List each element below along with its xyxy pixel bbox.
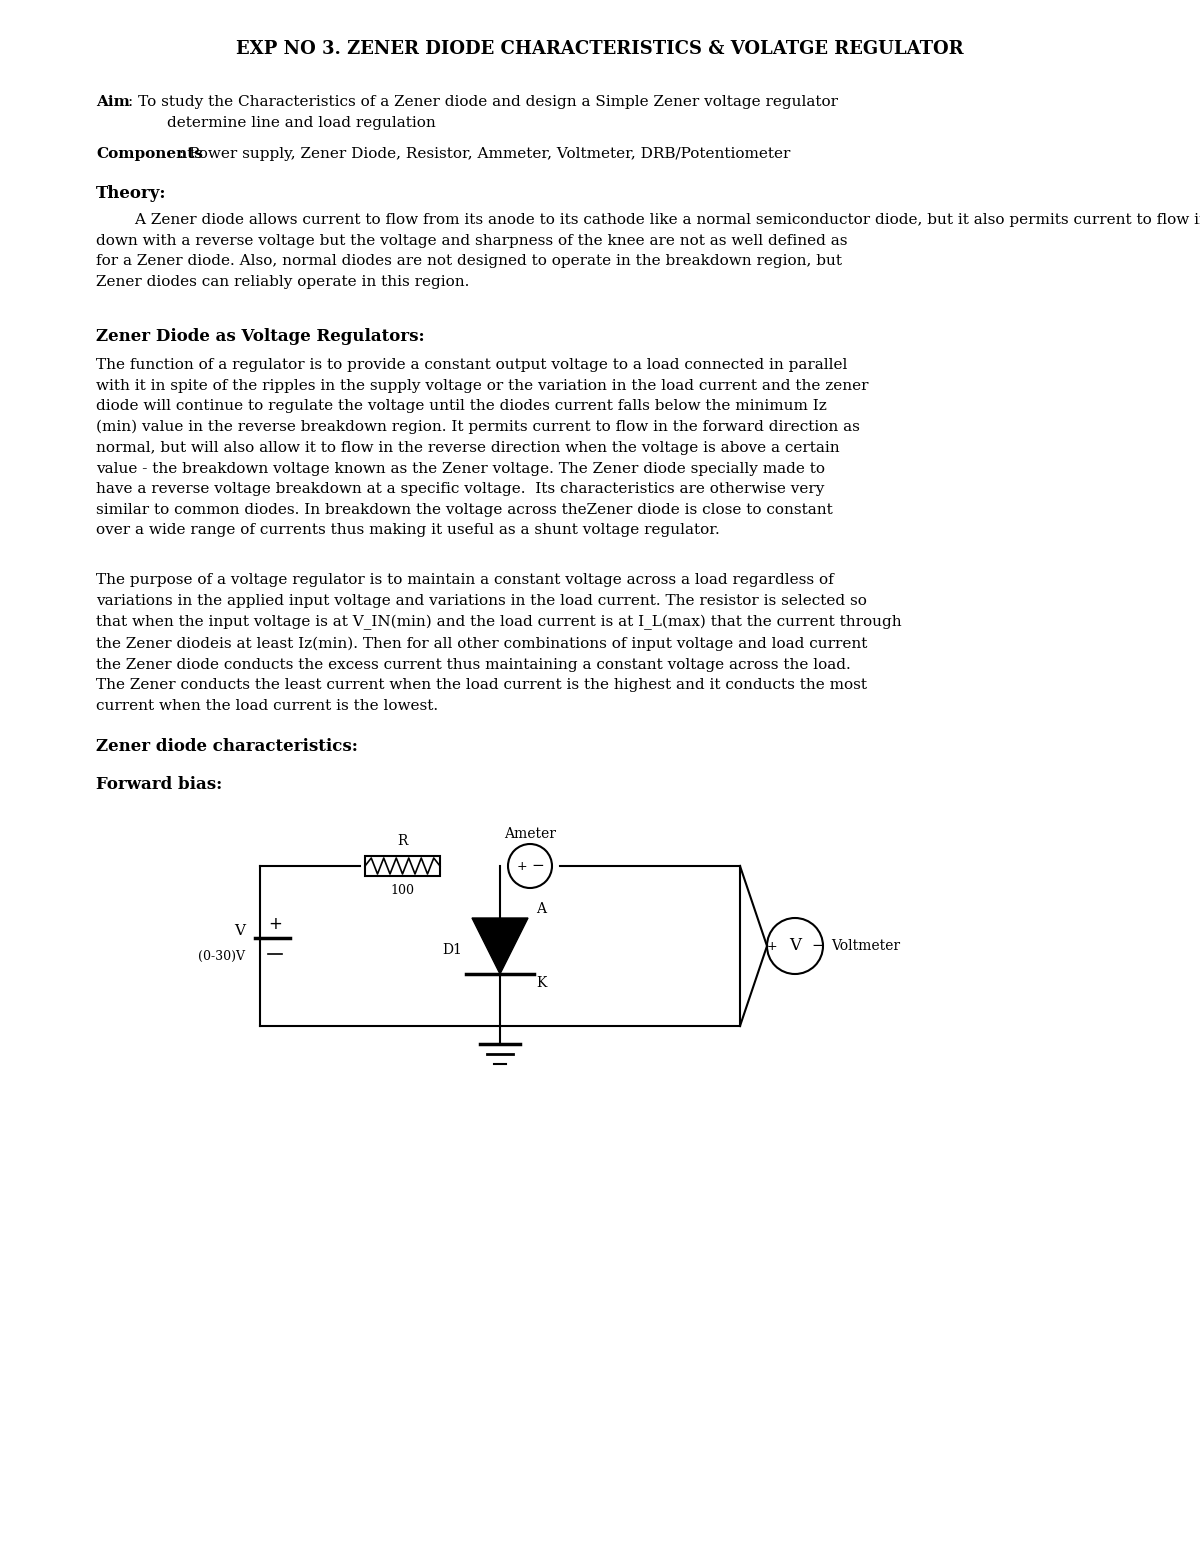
Text: Zener diode characteristics:: Zener diode characteristics: (96, 738, 358, 755)
Text: V: V (790, 938, 802, 955)
Text: A: A (536, 902, 546, 916)
Text: Voltmeter: Voltmeter (830, 940, 900, 954)
Text: : To study the Characteristics of a Zener diode and design a Simple Zener voltag: : To study the Characteristics of a Zene… (128, 95, 838, 129)
Text: +: + (767, 940, 778, 952)
Text: (0-30)V: (0-30)V (198, 949, 245, 963)
Ellipse shape (767, 918, 823, 974)
Text: Aim: Aim (96, 95, 130, 109)
Polygon shape (472, 918, 528, 974)
Text: The purpose of a voltage regulator is to maintain a constant voltage across a lo: The purpose of a voltage regulator is to… (96, 573, 901, 713)
Text: The function of a regulator is to provide a constant output voltage to a load co: The function of a regulator is to provid… (96, 359, 869, 537)
Text: −: − (532, 859, 545, 873)
Text: K: K (536, 975, 546, 989)
Bar (365, 856, 440, 876)
Text: Forward bias:: Forward bias: (96, 776, 222, 794)
Text: Ameter: Ameter (504, 828, 556, 842)
Text: −: − (811, 938, 824, 954)
Text: EXP NO 3. ZENER DIODE CHARACTERISTICS & VOLATGE REGULATOR: EXP NO 3. ZENER DIODE CHARACTERISTICS & … (236, 40, 964, 57)
Text: Theory:: Theory: (96, 185, 167, 202)
Text: V: V (234, 924, 245, 938)
Text: D1: D1 (442, 943, 462, 957)
Text: A Zener diode allows current to flow from its anode to its cathode like a normal: A Zener diode allows current to flow fro… (96, 213, 1200, 289)
Text: R: R (397, 834, 408, 848)
Text: Zener Diode as Voltage Regulators:: Zener Diode as Voltage Regulators: (96, 328, 425, 345)
Text: 100: 100 (390, 884, 414, 898)
Text: +: + (268, 915, 282, 933)
Text: +: + (517, 859, 527, 873)
Ellipse shape (508, 843, 552, 888)
Text: Components: Components (96, 148, 203, 162)
Text: : Power supply, Zener Diode, Resistor, Ammeter, Voltmeter, DRB/Potentiometer: : Power supply, Zener Diode, Resistor, A… (179, 148, 791, 162)
